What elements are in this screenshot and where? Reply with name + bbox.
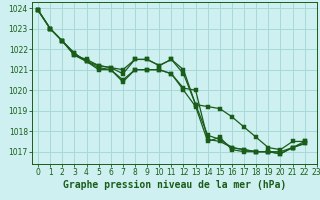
X-axis label: Graphe pression niveau de la mer (hPa): Graphe pression niveau de la mer (hPa) [63,180,286,190]
